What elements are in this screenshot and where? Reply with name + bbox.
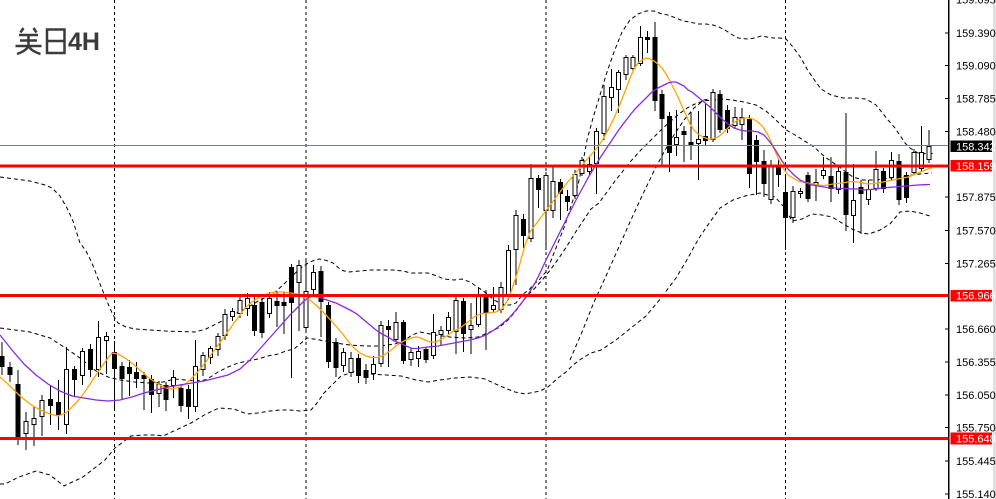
svg-text:157.875: 157.875 xyxy=(956,192,996,204)
svg-text:155.750: 155.750 xyxy=(956,423,996,435)
svg-text:155.140: 155.140 xyxy=(956,489,996,499)
svg-text:156.966: 156.966 xyxy=(956,291,996,303)
svg-text:158.342: 158.342 xyxy=(956,141,996,153)
svg-text:159.390: 159.390 xyxy=(956,28,996,40)
svg-text:156.660: 156.660 xyxy=(956,324,996,336)
svg-text:157.265: 157.265 xyxy=(956,258,996,270)
svg-text:155.648: 155.648 xyxy=(956,434,996,446)
svg-text:156.355: 156.355 xyxy=(956,357,996,369)
svg-text:155.445: 155.445 xyxy=(956,456,996,468)
svg-text:159.090: 159.090 xyxy=(956,60,996,72)
svg-text:158.480: 158.480 xyxy=(956,127,996,139)
svg-text:158.159: 158.159 xyxy=(956,161,996,173)
svg-text:157.570: 157.570 xyxy=(956,225,996,237)
svg-text:158.785: 158.785 xyxy=(956,94,996,106)
svg-text:4H: 4H xyxy=(68,28,100,56)
svg-text:156.050: 156.050 xyxy=(956,390,996,402)
svg-text:159.695: 159.695 xyxy=(956,0,996,7)
